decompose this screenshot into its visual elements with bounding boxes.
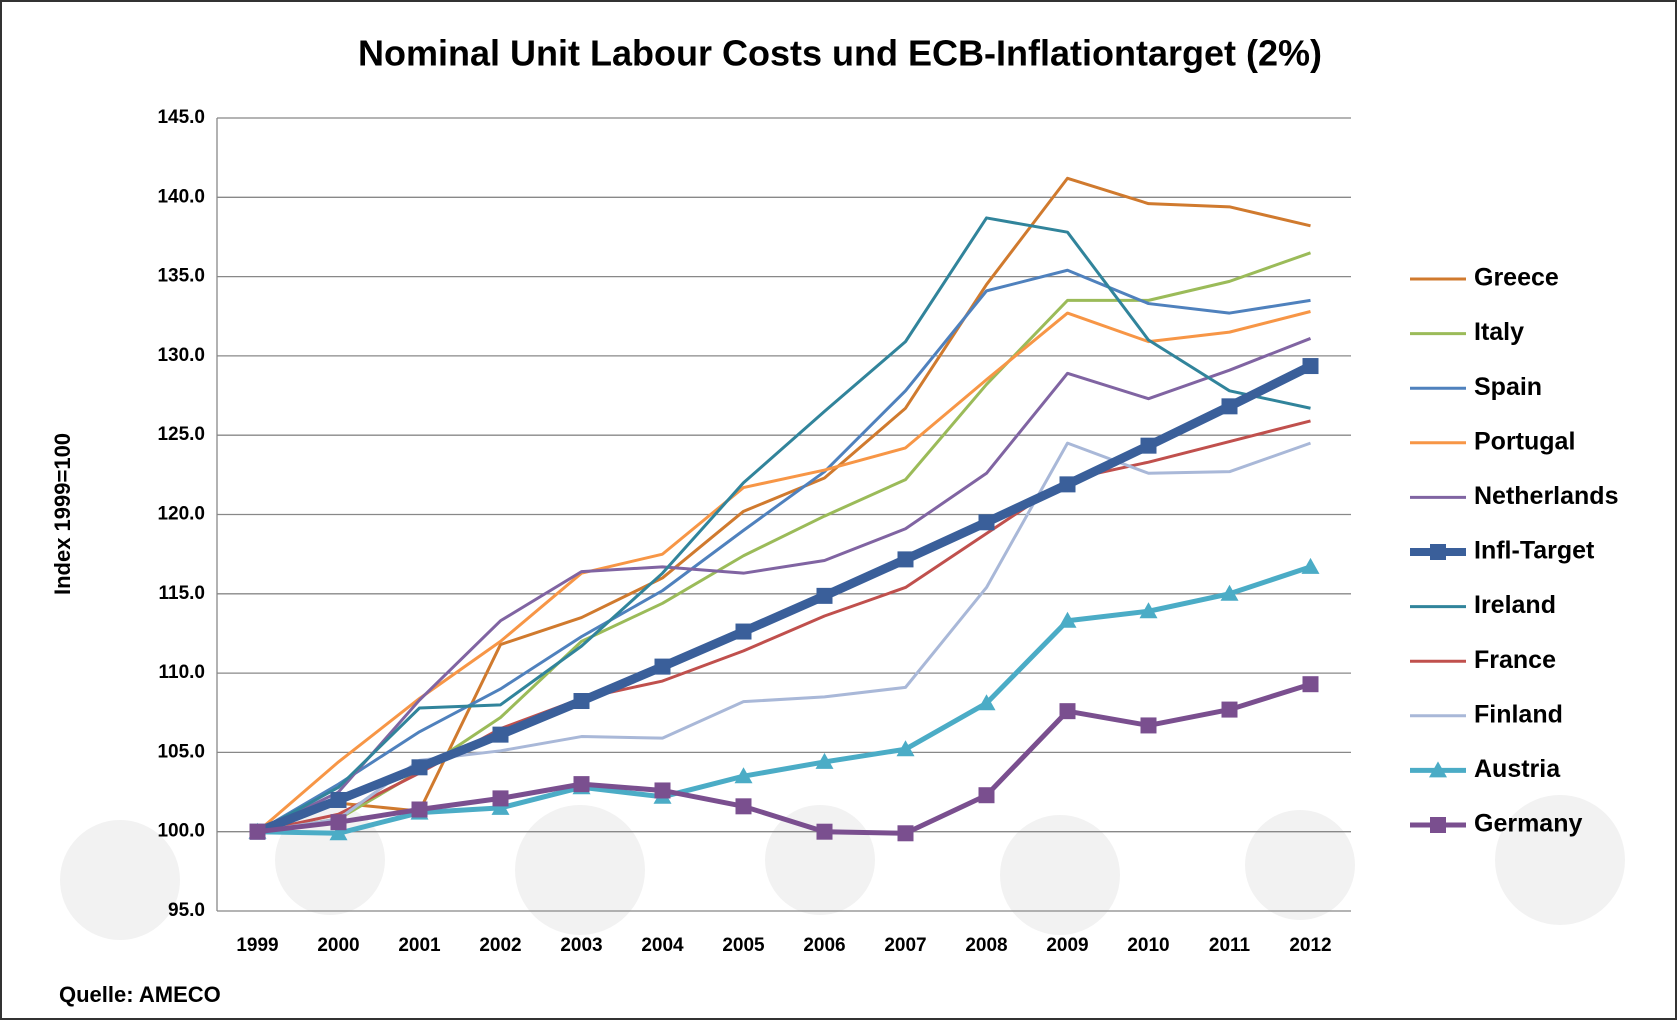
- series-line: [257, 564, 1312, 836]
- legend-label: Germany: [1474, 810, 1582, 838]
- data-point: [1058, 611, 1077, 628]
- data-point: [491, 798, 510, 815]
- x-tick-label: 2010: [1127, 935, 1169, 956]
- x-tick-label: 2006: [803, 935, 845, 956]
- legend-label: Italy: [1474, 318, 1524, 346]
- data-point: [1302, 358, 1319, 375]
- x-tick-label: 2004: [641, 935, 684, 956]
- y-tick-label: 105.0: [157, 741, 205, 762]
- data-point: [978, 787, 995, 804]
- data-point: [1139, 602, 1158, 619]
- data-point: [411, 759, 428, 776]
- x-tick-label: 2003: [560, 935, 602, 956]
- y-tick-label: 135.0: [157, 266, 205, 287]
- data-point: [492, 790, 509, 807]
- data-point: [573, 776, 590, 793]
- series-line: [257, 681, 1312, 836]
- data-point: [977, 694, 996, 711]
- data-point: [654, 782, 671, 799]
- y-tick-label: 95.0: [168, 900, 205, 921]
- data-point: [816, 587, 833, 604]
- series-line: [256, 216, 1311, 834]
- data-point: [735, 798, 752, 815]
- legend-label: Portugal: [1474, 427, 1575, 455]
- data-point: [1302, 676, 1319, 693]
- y-tick-label: 145.0: [157, 107, 205, 128]
- y-tick-label: 100.0: [157, 821, 205, 842]
- x-tick-label: 2002: [479, 935, 521, 956]
- x-tick-label: 2005: [722, 935, 765, 956]
- source-note: Quelle: AMECO: [59, 982, 221, 1007]
- data-point: [1301, 557, 1320, 574]
- data-point: [897, 551, 914, 568]
- series-line: [257, 176, 1311, 834]
- x-tick-label: 2009: [1046, 935, 1088, 956]
- data-point: [330, 791, 347, 808]
- x-tick-label: 2012: [1289, 935, 1331, 956]
- legend-label: France: [1474, 646, 1556, 674]
- data-point: [411, 801, 428, 818]
- y-axis-label: Index 1999=100: [50, 433, 75, 595]
- series-line: [256, 310, 1311, 833]
- data-point: [1221, 701, 1238, 718]
- legend-label: Greece: [1474, 264, 1559, 292]
- legend-marker: [1430, 817, 1446, 833]
- y-tick-label: 115.0: [159, 583, 206, 604]
- data-point: [1140, 437, 1157, 454]
- series-line: [256, 268, 1311, 833]
- x-tick-label: 1999: [236, 935, 278, 956]
- data-point: [1059, 703, 1076, 720]
- data-point: [1220, 584, 1239, 601]
- data-point: [734, 767, 753, 784]
- y-tick-label: 120.0: [157, 504, 205, 525]
- legend-label: Austria: [1474, 755, 1561, 783]
- data-point: [492, 726, 509, 743]
- y-tick-label: 130.0: [157, 345, 205, 366]
- data-point: [1059, 476, 1076, 493]
- data-point: [329, 824, 348, 841]
- y-tick-label: 125.0: [157, 424, 205, 445]
- legend-label: Finland: [1474, 700, 1563, 728]
- legend-label: Netherlands: [1474, 482, 1618, 510]
- data-point: [896, 740, 915, 757]
- series-line: [256, 337, 1312, 834]
- legend-label: Infl-Target: [1474, 537, 1595, 565]
- legend-label: Ireland: [1474, 591, 1556, 619]
- data-point: [573, 693, 590, 710]
- y-tick-label: 110.0: [159, 662, 206, 683]
- data-point: [1221, 398, 1238, 415]
- x-tick-label: 2008: [965, 935, 1007, 956]
- y-tick-label: 140.0: [157, 186, 205, 207]
- data-point: [654, 658, 671, 675]
- data-point: [735, 623, 752, 640]
- data-point: [249, 823, 266, 840]
- chart-title: Nominal Unit Labour Costs und ECB-Inflat…: [358, 33, 1322, 74]
- x-tick-label: 2011: [1209, 935, 1251, 956]
- x-tick-label: 2001: [398, 935, 441, 956]
- series-line: [255, 362, 1313, 836]
- x-tick-label: 2000: [317, 935, 359, 956]
- x-tick-label: 2007: [884, 935, 926, 956]
- data-point: [815, 752, 834, 769]
- data-point: [330, 814, 347, 831]
- legend-label: Spain: [1474, 373, 1542, 401]
- data-point: [978, 514, 995, 531]
- data-point: [816, 823, 833, 840]
- legend-marker: [1430, 544, 1446, 560]
- data-point: [1140, 717, 1157, 734]
- data-point: [897, 825, 914, 842]
- legend-marker: [1429, 761, 1447, 778]
